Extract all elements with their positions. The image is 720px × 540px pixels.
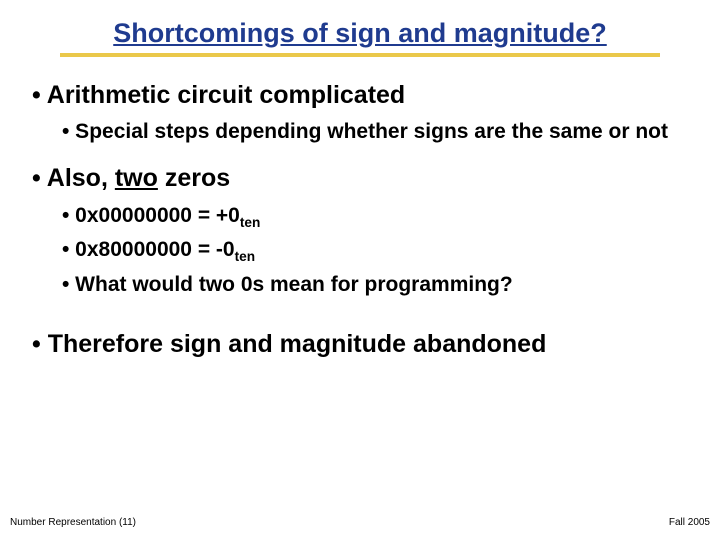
bullet-level2: • Special steps depending whether signs …	[62, 120, 688, 144]
spacer	[32, 304, 688, 330]
bullet-text: • 0x80000000 = -0	[62, 238, 235, 261]
bullet-level1: • Arithmetic circuit complicated	[32, 81, 688, 110]
bullet-text: zeros	[158, 164, 230, 192]
bullet-level2: • 0x00000000 = +0ten	[62, 203, 688, 231]
title-region: Shortcomings of sign and magnitude?	[0, 0, 720, 57]
content-region: • Arithmetic circuit complicated • Speci…	[0, 57, 720, 359]
bullet-level2: • 0x80000000 = -0ten	[62, 237, 688, 265]
bullet-level1: • Therefore sign and magnitude abandoned	[32, 330, 688, 359]
bullet-level2: • What would two 0s mean for programming…	[62, 272, 688, 298]
bullet-text: • 0x00000000 = +0	[62, 204, 240, 227]
footer-right: Fall 2005	[669, 517, 710, 528]
bullet-level1: • Also, two zeros	[32, 164, 688, 193]
bullet-text-underlined: two	[115, 164, 158, 192]
subscript: ten	[240, 215, 260, 230]
bullet-text: • Also,	[32, 164, 115, 192]
footer-left: Number Representation (11)	[10, 517, 136, 528]
slide-title: Shortcomings of sign and magnitude?	[113, 18, 607, 49]
subscript: ten	[235, 250, 255, 265]
